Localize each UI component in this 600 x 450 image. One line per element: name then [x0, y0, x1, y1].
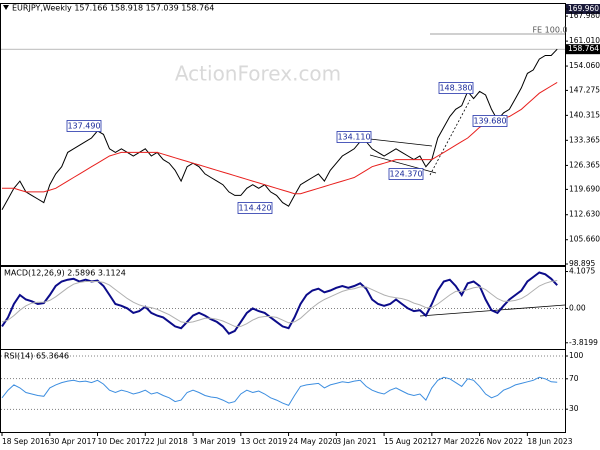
x-tick-label: 30 Apr 2017: [50, 437, 97, 446]
annotation: 148.380: [439, 84, 472, 93]
y-tick-label: 30: [569, 404, 579, 413]
annotation-box: [66, 120, 102, 132]
annotation-box: [472, 115, 508, 127]
y-tick-label: 167.980: [569, 11, 600, 20]
x-tick-label: 22 Jul 2018: [145, 437, 188, 446]
x-tick-label: 10 Dec 2017: [98, 437, 146, 446]
y-tick-label: 98.895: [569, 259, 595, 268]
collapse-icon: [3, 5, 9, 10]
price-title: EURJPY,Weekly 157.166 158.918 157.039 15…: [12, 4, 214, 13]
y-tick-label: 140.315: [569, 110, 600, 119]
price-marker: [566, 4, 600, 14]
series-line: [2, 81, 558, 195]
y-tick-label: 70: [569, 374, 579, 383]
y-tick-label: 4.1075: [569, 267, 595, 276]
x-tick-label: 24 May 2020: [289, 437, 338, 446]
annotation-box: [388, 168, 424, 180]
y-tick-label: 169.960: [568, 4, 599, 13]
annotation-box: [237, 202, 273, 214]
annotation-box: [438, 82, 474, 94]
price-panel: [0, 3, 566, 266]
macd-title: MACD(12,26,9) 2.5896 3.1124: [4, 269, 126, 278]
y-tick-label: 126.365: [569, 160, 600, 169]
y-tick-label: 119.690: [569, 184, 600, 193]
y-tick-label: 112.630: [569, 210, 600, 219]
y-tick-label: 100: [569, 351, 584, 360]
x-tick-label: 18 Sep 2016: [2, 437, 50, 446]
x-tick-label: 13 Oct 2019: [241, 437, 288, 446]
annotation: 134.110: [337, 133, 370, 142]
trend-line: [369, 138, 433, 147]
y-tick-label: 147.275: [569, 85, 600, 94]
annotation: 124.370: [389, 170, 422, 179]
y-tick-label: 0.00: [569, 303, 586, 312]
annotation: 137.490: [67, 122, 100, 131]
series-line: [1, 280, 558, 327]
x-tick-label: 27 Mar 2022: [432, 437, 480, 446]
watermark: ActionForex.com: [175, 62, 341, 86]
x-tick-label: 6 Nov 2022: [480, 437, 523, 446]
annotation-box: [336, 131, 372, 143]
trend-line: [369, 154, 437, 174]
y-tick-label: -3.8199: [569, 338, 598, 347]
annotation: 139.680: [473, 117, 506, 126]
series-line: [1, 376, 558, 407]
annotation: 114.420: [238, 204, 271, 213]
x-tick-label: 3 Mar 2019: [193, 437, 236, 446]
y-tick-label: 105.660: [569, 235, 600, 244]
y-tick-label: 161.010: [569, 36, 600, 45]
x-tick-label: 3 Jan 2021: [336, 437, 376, 446]
x-tick-label: 18 Jun 2023: [527, 437, 572, 446]
rsi-panel: [0, 349, 566, 433]
annotation: FE 100.0: [532, 26, 567, 35]
rsi-title: RSI(14) 65.3646: [4, 352, 69, 361]
y-tick-label: 158.764: [568, 44, 599, 53]
price-marker: [566, 44, 600, 55]
y-tick-label: 133.365: [569, 135, 600, 144]
y-tick-label: 154.060: [569, 61, 600, 70]
x-tick-label: 15 Aug 2021: [384, 437, 432, 446]
series-line: [1, 48, 558, 211]
